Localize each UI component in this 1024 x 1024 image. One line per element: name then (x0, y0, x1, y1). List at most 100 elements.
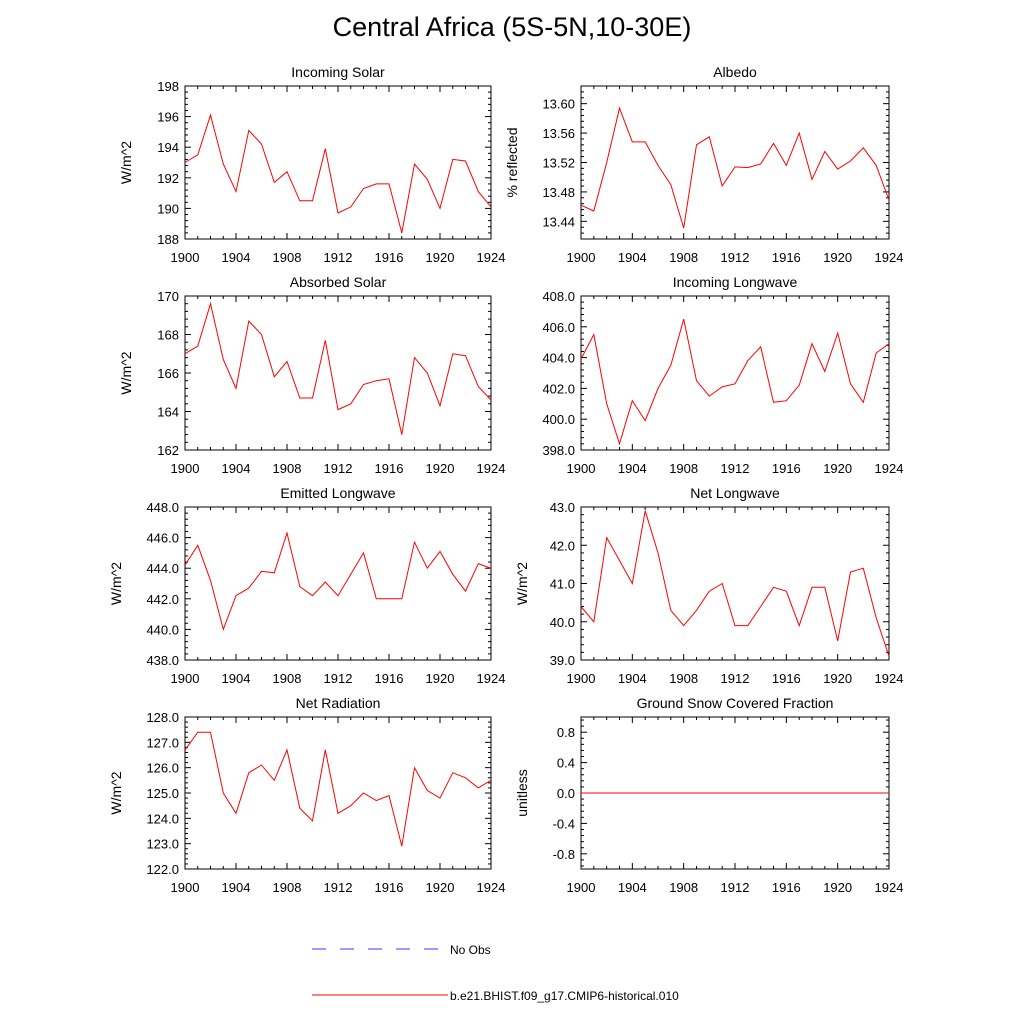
x-tick-label: 1920 (426, 880, 455, 895)
y-tick-label: 438.0 (146, 653, 179, 668)
y-tick-label: 123.0 (146, 837, 179, 852)
y-tick-label: 40.0 (550, 615, 575, 630)
x-tick-label: 1908 (273, 461, 302, 476)
y-tick-label: 398.0 (542, 443, 575, 458)
series-line (184, 531, 492, 632)
plot-frame (184, 716, 492, 870)
panel-title: Emitted Longwave (280, 485, 395, 501)
x-tick-label: 1916 (772, 250, 801, 265)
y-tick-label: 124.0 (146, 811, 179, 826)
x-tick-label: 1920 (426, 250, 455, 265)
y-tick-label: 404.0 (542, 351, 575, 366)
series-line (580, 106, 890, 229)
x-tick-label: 1912 (721, 461, 750, 476)
x-tick-label: 1920 (823, 880, 852, 895)
x-tick-label: 1924 (477, 250, 506, 265)
x-tick-label: 1908 (273, 250, 302, 265)
x-tick-label: 1924 (875, 250, 904, 265)
y-axis-label: W/m^2 (108, 771, 124, 814)
x-tick-label: 1908 (273, 671, 302, 686)
series-line (580, 318, 890, 446)
x-tick-label: 1912 (721, 880, 750, 895)
y-tick-label: 13.52 (542, 156, 575, 171)
x-tick-label: 1916 (375, 461, 404, 476)
y-tick-label: 168 (157, 328, 179, 343)
x-tick-label: 1912 (324, 671, 353, 686)
series-line (184, 731, 492, 847)
x-tick-label: 1904 (618, 250, 647, 265)
y-tick-label: 170 (157, 289, 179, 304)
x-tick-label: 1912 (324, 880, 353, 895)
x-tick-label: 1900 (567, 671, 596, 686)
x-tick-label: 1908 (669, 880, 698, 895)
y-tick-label: 164 (157, 405, 179, 420)
y-tick-label: 440.0 (146, 622, 179, 637)
y-tick-label: 196 (157, 110, 179, 125)
panels-group: Incoming Solar 1900 1904 1908 1912 1916 1920 19… (108, 64, 903, 895)
y-tick-label: 408.0 (542, 289, 575, 304)
y-tick-label: 0.0 (557, 786, 575, 801)
y-tick-label: 127.0 (146, 735, 179, 750)
plot-frame (184, 295, 492, 451)
x-tick-label: 1912 (324, 250, 353, 265)
x-tick-label: 1920 (426, 461, 455, 476)
x-tick-label: 1908 (669, 250, 698, 265)
x-tick-label: 1908 (669, 461, 698, 476)
y-tick-label: 402.0 (542, 381, 575, 396)
series-line (580, 510, 890, 657)
x-tick-label: 1900 (171, 250, 200, 265)
y-tick-label: 126.0 (146, 761, 179, 776)
x-tick-label: 1916 (772, 671, 801, 686)
y-tick-label: 0.4 (557, 756, 575, 771)
y-axis-label: unitless (514, 769, 530, 816)
y-axis-label: W/m^2 (118, 351, 134, 394)
series-line (184, 113, 492, 234)
panel-title: Net Longwave (690, 485, 780, 501)
plot-frame (580, 85, 890, 240)
y-tick-label: 13.44 (542, 214, 575, 229)
y-tick-label: 122.0 (146, 862, 179, 877)
y-tick-label: 43.0 (550, 500, 575, 515)
y-tick-label: 13.56 (542, 126, 575, 141)
x-tick-label: 1924 (477, 671, 506, 686)
panel-title: Albedo (713, 64, 757, 80)
y-tick-label: 194 (157, 140, 179, 155)
y-tick-label: 41.0 (550, 577, 575, 592)
x-tick-label: 1920 (823, 671, 852, 686)
y-tick-label: 166 (157, 366, 179, 381)
x-tick-label: 1904 (222, 461, 251, 476)
legend-obs-label: No Obs (450, 943, 491, 957)
y-tick-label: 406.0 (542, 320, 575, 335)
x-tick-label: 1916 (375, 671, 404, 686)
y-tick-label: 13.60 (542, 97, 575, 112)
y-tick-label: -0.4 (553, 816, 575, 831)
y-tick-label: 39.0 (550, 653, 575, 668)
y-tick-label: 13.48 (542, 185, 575, 200)
figure-title: Central Africa (5S-5N,10-30E) (332, 12, 692, 42)
panel-title: Incoming Longwave (673, 274, 798, 290)
y-tick-label: 42.0 (550, 538, 575, 553)
x-tick-label: 1912 (721, 250, 750, 265)
x-tick-label: 1924 (875, 880, 904, 895)
y-axis-label: W/m^2 (108, 562, 124, 605)
x-tick-label: 1920 (823, 461, 852, 476)
x-tick-label: 1924 (875, 461, 904, 476)
x-tick-label: 1900 (567, 880, 596, 895)
x-tick-label: 1904 (618, 461, 647, 476)
y-tick-label: 188 (157, 232, 179, 247)
panel-7: Net Radiation 1900 1904 1908 1912 1916 1920 192… (108, 695, 505, 895)
panel-1: Incoming Solar 1900 1904 1908 1912 1916 1920 19… (118, 64, 505, 265)
x-tick-label: 1920 (823, 250, 852, 265)
panel-6: Net Longwave 1900 1904 1908 1912 1916 1920 1924… (514, 485, 903, 686)
legend: No Obs b.e21.BHIST.f09_g17.CMIP6-histori… (312, 943, 679, 1003)
x-tick-label: 1904 (222, 671, 251, 686)
x-tick-label: 1904 (618, 671, 647, 686)
y-tick-label: 190 (157, 201, 179, 216)
y-tick-label: 442.0 (146, 592, 179, 607)
x-tick-label: 1924 (477, 880, 506, 895)
panel-title: Incoming Solar (291, 64, 385, 80)
plot-frame (580, 295, 890, 451)
x-tick-label: 1900 (171, 671, 200, 686)
x-tick-label: 1912 (721, 671, 750, 686)
x-tick-label: 1912 (324, 461, 353, 476)
